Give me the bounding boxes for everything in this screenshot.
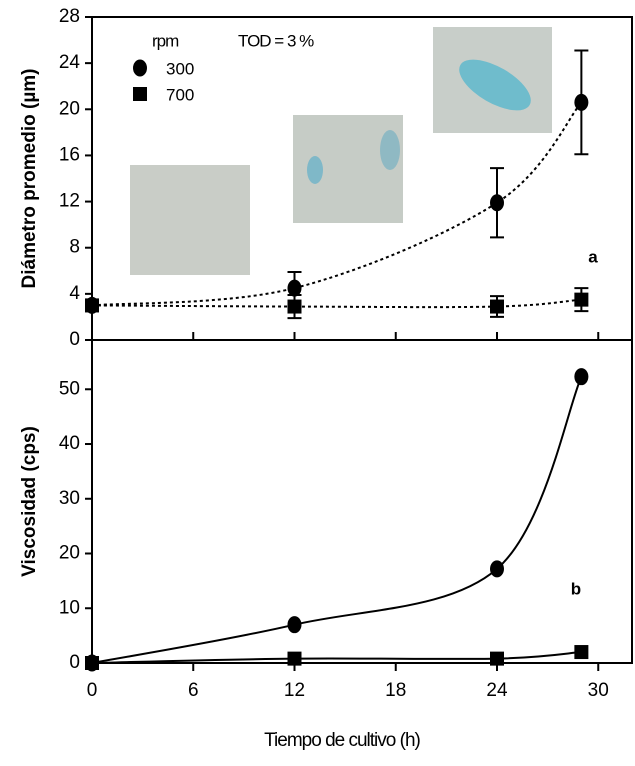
fit-line [91, 101, 583, 307]
y-tick-label: 12 [59, 191, 80, 212]
point [490, 560, 504, 578]
fit-line [91, 298, 582, 309]
point [85, 656, 99, 670]
x-tick-label: 12 [284, 680, 305, 701]
point [287, 651, 302, 666]
annotation: TOD = 3 % [238, 31, 314, 50]
point [574, 645, 589, 660]
x-tick-label: 18 [385, 680, 406, 701]
legend-label: 700 [166, 85, 194, 104]
y-tick-label: 0 [69, 652, 80, 673]
y-tick-label: 0 [69, 329, 80, 350]
y-tick-label: 16 [59, 144, 80, 165]
inset-image [130, 165, 250, 275]
inset-blob [459, 59, 531, 111]
inset-blob [307, 156, 323, 184]
panel-label: a [588, 247, 598, 266]
point [287, 616, 302, 634]
x-axis-label: Tiempo de cultivo (h) [264, 730, 420, 751]
y-tick-label: 40 [59, 433, 80, 454]
legend-title: rpm [152, 31, 179, 50]
point [287, 299, 302, 314]
point [490, 651, 504, 666]
fit-line [91, 376, 583, 664]
point [287, 279, 302, 297]
y-tick-label: 20 [59, 98, 80, 119]
y-tick-label: 24 [59, 52, 81, 73]
panel-label: b [571, 579, 581, 598]
y-tick-label: 50 [59, 378, 80, 399]
x-tick-label: 30 [588, 680, 609, 701]
legend-marker [133, 87, 147, 101]
legend-marker [133, 59, 147, 77]
x-tick-label: 24 [486, 680, 508, 701]
y-tick-label: 28 [59, 6, 80, 27]
inset-blob [380, 130, 400, 170]
fit-line [91, 651, 582, 664]
x-tick-label: 6 [188, 680, 199, 701]
y-tick-label: 8 [69, 237, 80, 258]
y-tick-label: 30 [59, 488, 80, 509]
point [574, 368, 589, 386]
y-tick-label: 20 [59, 543, 80, 564]
point [490, 194, 504, 212]
point [490, 299, 504, 314]
point [85, 298, 99, 313]
point [574, 93, 589, 111]
x-tick-label: 0 [87, 680, 98, 701]
plot-frame [91, 339, 633, 664]
point [574, 292, 589, 307]
y-axis-label: Diámetro promedio (µm) [19, 69, 40, 289]
micrograph-insets [130, 27, 552, 275]
legend-label: 300 [166, 59, 194, 78]
y-tick-label: 10 [59, 597, 80, 618]
y-tick-label: 4 [69, 283, 80, 304]
y-axis-label: Viscosidad (cps) [19, 426, 40, 577]
